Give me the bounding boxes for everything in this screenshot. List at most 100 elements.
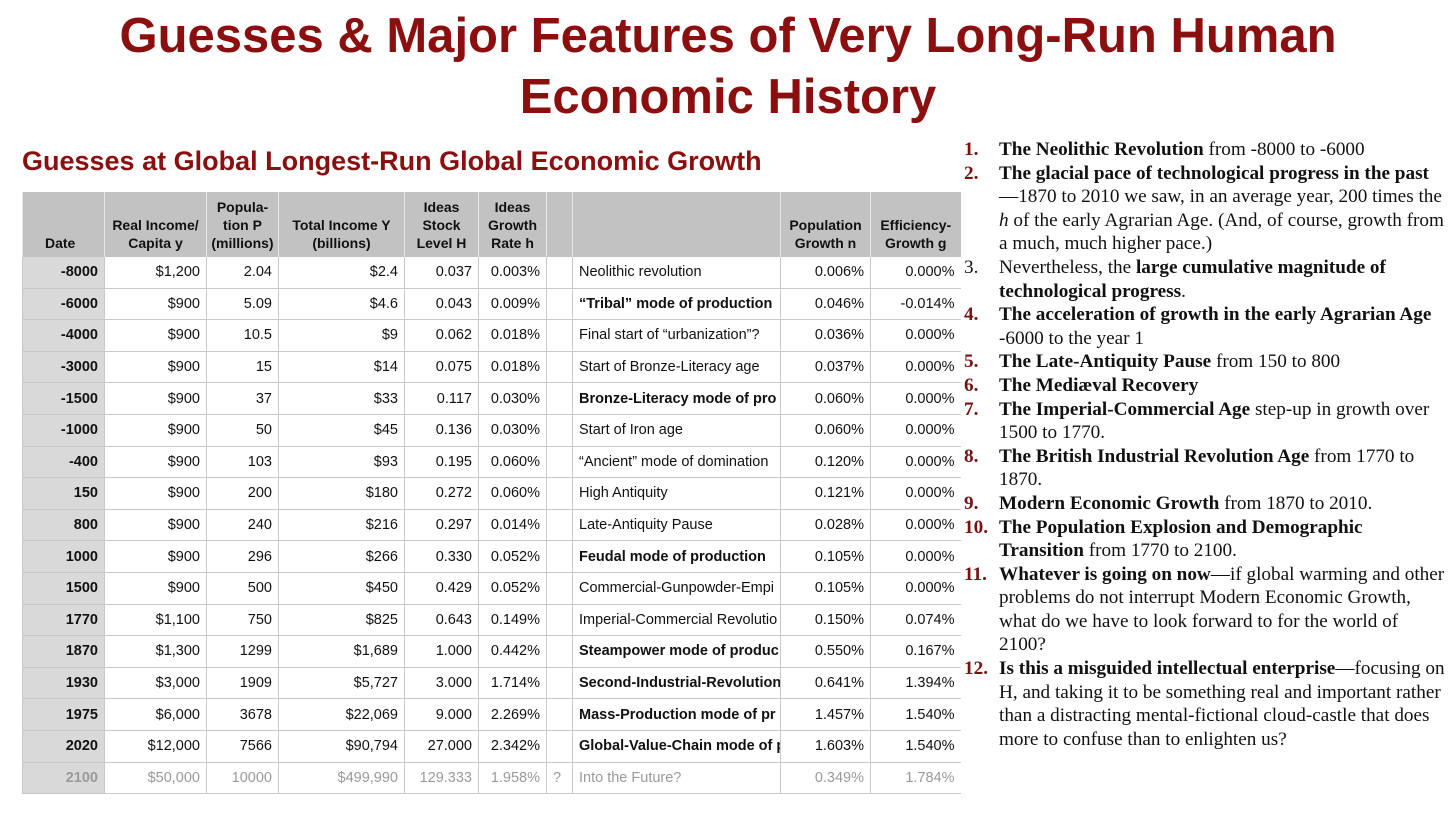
- cell-population: 5.09: [206, 288, 279, 321]
- cell-question: [546, 351, 573, 384]
- cell-label: Start of Iron age: [572, 414, 781, 447]
- cell-date: -400: [22, 446, 105, 479]
- cell-population: 1909: [206, 667, 279, 700]
- cell-ideas-stock: 0.043: [404, 288, 479, 321]
- list-item-heading: The British Industrial Revolution Age: [999, 445, 1310, 467]
- list-item-text: step-up in growth over 1500 to 1770.: [999, 398, 1430, 444]
- cell-ideas-stock: 0.136: [404, 414, 479, 447]
- list-item: 10. The Population Explosion and Demograp…: [964, 516, 1446, 563]
- cell-question: [546, 635, 573, 668]
- table-row: -400 $900 103 $93 0.195 0.060% “Ancient” mode …: [22, 446, 961, 479]
- cell-efficiency-growth: 0.000%: [870, 540, 961, 573]
- cell-total-income: $45: [278, 414, 405, 447]
- list-item-text: from 150 to 800: [1211, 351, 1341, 373]
- list-item-number: 9.: [964, 492, 979, 514]
- cell-efficiency-growth: 0.000%: [870, 257, 961, 289]
- cell-income: $900: [104, 446, 207, 479]
- table-row: 1500 $900 500 $450 0.429 0.052% Commercial-Gun…: [22, 572, 961, 605]
- cell-population-growth: 0.060%: [780, 414, 871, 447]
- growth-table: Date Real Income/ Capita y Popula-tion P…: [22, 192, 961, 795]
- cell-ideas-stock: 0.062: [404, 319, 479, 352]
- cell-total-income: $1,689: [278, 635, 405, 668]
- cell-label: High Antiquity: [572, 477, 781, 510]
- list-item-number: 7.: [964, 398, 979, 420]
- cell-ideas-growth: 0.009%: [478, 288, 547, 321]
- cell-total-income: $450: [278, 572, 405, 605]
- cell-date: -1000: [22, 414, 105, 447]
- cell-efficiency-growth: 1.540%: [870, 730, 961, 763]
- table-row: 150 $900 200 $180 0.272 0.060% High Antiquity 0…: [22, 477, 961, 510]
- table-row: -1000 $900 50 $45 0.136 0.030% Start of Iron a…: [22, 414, 961, 447]
- list-item-text: —1870 to 2010 we saw, in an average year…: [999, 186, 1442, 208]
- cell-ideas-growth: 0.018%: [478, 351, 547, 384]
- cell-question: [546, 509, 573, 542]
- cell-total-income: $9: [278, 319, 405, 352]
- header-ideas-growth: Ideas Growth Rate h: [478, 192, 547, 257]
- header-date: Date: [22, 192, 105, 257]
- cell-ideas-stock: 0.429: [404, 572, 479, 605]
- list-item-heading: The Neolithic Revolution: [999, 139, 1204, 160]
- cell-ideas-growth: 0.060%: [478, 446, 547, 479]
- cell-question: [546, 414, 573, 447]
- header-total-income: Total Income Y (billions): [278, 192, 405, 257]
- cell-income: $6,000: [104, 698, 207, 731]
- cell-ideas-stock: 9.000: [404, 698, 479, 731]
- cell-date: -4000: [22, 319, 105, 352]
- cell-population: 500: [206, 572, 279, 605]
- cell-date: 2020: [22, 730, 105, 763]
- list-item-heading: Is this a misguided intellectual enterpr…: [999, 658, 1336, 680]
- cell-efficiency-growth: 0.074%: [870, 604, 961, 637]
- cell-question: [546, 477, 573, 510]
- cell-total-income: $22,069: [278, 698, 405, 731]
- cell-total-income: $90,794: [278, 730, 405, 763]
- cell-question: [546, 604, 573, 637]
- table-row: 800 $900 240 $216 0.297 0.014% Late-Antiquity …: [22, 509, 961, 542]
- cell-total-income: $5,727: [278, 667, 405, 700]
- cell-income: $900: [104, 509, 207, 542]
- cell-income: $900: [104, 414, 207, 447]
- cell-population: 296: [206, 540, 279, 573]
- list-item-heading: The Late-Antiquity Pause: [999, 351, 1212, 373]
- cell-date: 150: [22, 477, 105, 510]
- list-item-heading: The Mediæval Recovery: [999, 374, 1199, 396]
- list-item-number: 3.: [964, 256, 979, 278]
- cell-ideas-growth: 1.958%: [478, 762, 547, 795]
- list-item-text: .: [1181, 280, 1186, 302]
- cell-label: Global-Value-Chain mode of p: [572, 730, 781, 763]
- cell-income: $3,000: [104, 667, 207, 700]
- cell-date: -6000: [22, 288, 105, 321]
- cell-total-income: $4.6: [278, 288, 405, 321]
- table-title: Guesses at Global Longest-Run Global Eco…: [22, 146, 762, 176]
- cell-label: “Tribal” mode of production: [572, 288, 781, 321]
- cell-population-growth: 0.550%: [780, 635, 871, 668]
- cell-income: $1,200: [104, 257, 207, 289]
- cell-population-growth: 0.641%: [780, 667, 871, 700]
- cell-ideas-stock: 129.333: [404, 762, 479, 795]
- cell-total-income: $180: [278, 477, 405, 510]
- cell-income: $50,000: [104, 762, 207, 795]
- cell-income: $900: [104, 477, 207, 510]
- cell-ideas-growth: 0.030%: [478, 414, 547, 447]
- cell-label: Commercial-Gunpowder-Empi: [572, 572, 781, 605]
- cell-income: $900: [104, 288, 207, 321]
- cell-label: Final start of “urbanization”?: [572, 319, 781, 352]
- table-row: -1500 $900 37 $33 0.117 0.030% Bronze-Literacy…: [22, 382, 961, 415]
- list-item: 8. The British Industrial Revolution Age …: [964, 445, 1446, 492]
- cell-ideas-stock: 3.000: [404, 667, 479, 700]
- cell-ideas-stock: 0.643: [404, 604, 479, 637]
- list-item-text: from 1770 to 1870.: [999, 445, 1415, 491]
- list-item-heading: large cumulative magnitude of technologi…: [999, 256, 1386, 302]
- list-item-heading: The glacial pace of technological progre…: [999, 162, 1429, 184]
- header-blank-1: [546, 192, 573, 257]
- cell-ideas-growth: 0.060%: [478, 477, 547, 510]
- cell-question: [546, 730, 573, 763]
- cell-population: 2.04: [206, 257, 279, 289]
- cell-population: 750: [206, 604, 279, 637]
- list-item-number: 8.: [964, 445, 979, 467]
- cell-date: 1975: [22, 698, 105, 731]
- cell-label: Second-Industrial-Revolution: [572, 667, 781, 700]
- cell-ideas-stock: 0.297: [404, 509, 479, 542]
- cell-question: [546, 540, 573, 573]
- cell-population-growth: 0.036%: [780, 319, 871, 352]
- list-item-text: —if global warming and other problems do…: [999, 563, 1445, 656]
